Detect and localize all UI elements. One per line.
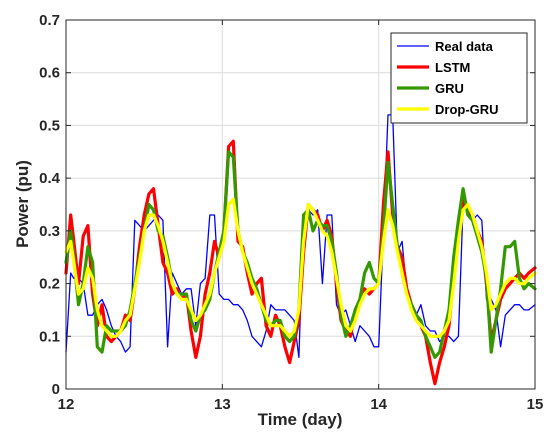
series-layer: [64, 114, 537, 386]
y-tick-label-2: 0.2: [39, 276, 60, 293]
legend-label-gru: GRU: [435, 81, 464, 96]
x-tick-label-3: 15: [527, 396, 544, 413]
y-tick-label-3: 0.3: [39, 223, 60, 240]
x-tick-label-2: 14: [370, 396, 387, 413]
x-tick-label-1: 13: [214, 396, 231, 413]
plot-frame: [65, 19, 536, 390]
y-axis-label: Power (pu): [13, 160, 32, 248]
legend-label-real-data: Real data: [435, 39, 494, 54]
x-tick-label-0: 12: [58, 396, 75, 413]
legend-label-drop-gru: Drop-GRU: [435, 102, 499, 117]
y-tick-label-0: 0: [52, 381, 60, 398]
x-axis-label: Time (day): [258, 410, 343, 429]
series-line-drop-gru: [64, 197, 537, 338]
y-tick-label-7: 0.7: [39, 12, 60, 29]
y-tick-label-5: 0.5: [39, 117, 60, 134]
y-tick-label-1: 0.1: [39, 328, 60, 345]
legend-label-lstm: LSTM: [435, 60, 470, 75]
y-tick-label-6: 0.6: [39, 65, 60, 82]
axis-ticks: [65, 19, 536, 390]
tick-labels: 12 13 14 15 0 0.1 0.2 0.3 0.4 0.5 0.6 0.7: [39, 12, 543, 413]
y-tick-label-4: 0.4: [39, 170, 61, 187]
legend: Real data LSTM GRU Drop-GRU: [390, 32, 528, 124]
